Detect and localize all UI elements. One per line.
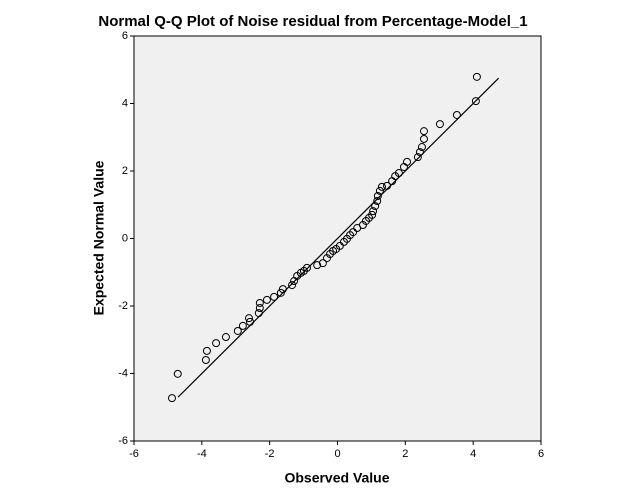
point	[415, 148, 424, 157]
y-tick-label: 6	[122, 30, 128, 42]
y-tick-label: 4	[122, 97, 128, 109]
point	[375, 186, 384, 195]
point	[221, 333, 230, 342]
point	[262, 295, 271, 304]
y-tick-label: -2	[118, 300, 128, 312]
point	[202, 346, 211, 355]
point	[335, 241, 344, 250]
reference-line	[177, 77, 500, 398]
point	[313, 261, 322, 270]
point	[377, 182, 386, 191]
point	[419, 127, 428, 136]
x-tick-label: 2	[402, 448, 408, 460]
point	[373, 191, 382, 200]
point	[238, 321, 247, 330]
point	[371, 202, 380, 211]
point	[349, 228, 358, 237]
point	[373, 197, 382, 206]
point	[255, 298, 264, 307]
point	[173, 369, 182, 378]
point	[435, 120, 444, 129]
x-tick-label: -6	[129, 448, 139, 460]
point	[472, 72, 481, 81]
point	[270, 292, 279, 301]
point	[201, 356, 210, 364]
y-tick-label: 0	[122, 232, 128, 244]
x-tick-label: -2	[265, 448, 275, 460]
point	[318, 259, 327, 268]
point	[394, 169, 403, 178]
y-tick-label: 2	[122, 165, 128, 177]
point	[471, 97, 480, 106]
point	[403, 157, 412, 166]
x-tick-label: 6	[538, 448, 544, 460]
point	[369, 207, 378, 216]
y-tick-label: -6	[118, 435, 128, 447]
x-tick-label: -4	[197, 448, 207, 460]
point	[302, 263, 311, 272]
x-tick-label: 0	[334, 448, 340, 460]
chart-title: Normal Q-Q Plot of Noise residual from P…	[98, 13, 527, 30]
point	[417, 143, 426, 152]
y-tick-label: -4	[118, 367, 128, 379]
point	[233, 326, 242, 335]
point	[419, 134, 428, 143]
point	[452, 110, 461, 119]
point	[288, 281, 297, 290]
point	[368, 210, 377, 219]
point	[255, 304, 264, 313]
point	[244, 314, 253, 323]
x-axis-label: Observed Value	[284, 470, 389, 486]
y-axis-label: Expected Normal Value	[91, 160, 107, 315]
x-tick-label: 4	[470, 448, 476, 460]
point	[413, 153, 422, 162]
point	[167, 394, 176, 403]
point	[212, 339, 221, 348]
